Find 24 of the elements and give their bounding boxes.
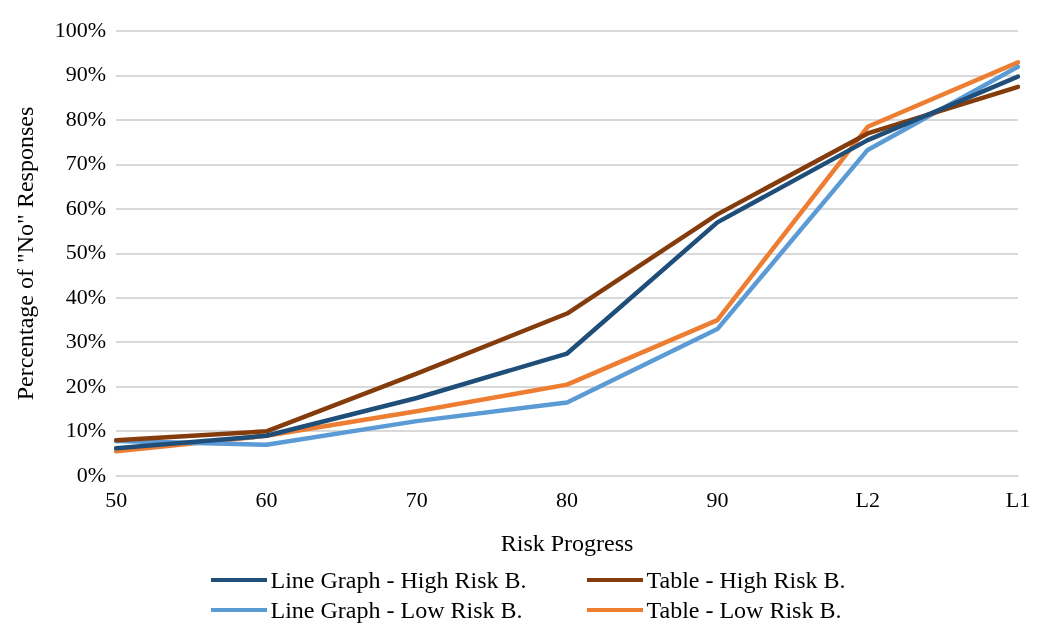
x-tick-label: 50 <box>105 486 128 512</box>
x-tick-label: 90 <box>706 486 729 512</box>
y-tick-label: 20% <box>65 372 107 398</box>
legend-label: Table - High Risk B. <box>646 566 846 595</box>
x-axis-title: Risk Progress <box>500 529 634 556</box>
x-tick-label: 70 <box>405 486 428 512</box>
y-tick-label: 30% <box>65 328 107 354</box>
y-tick-label: 10% <box>65 417 107 443</box>
legend-label: Table - Low Risk B. <box>646 596 842 625</box>
legend-label: Line Graph - High Risk B. <box>270 566 527 595</box>
x-tick-label: L2 <box>855 486 880 512</box>
y-tick-label: 0% <box>76 461 107 487</box>
x-tick-label: 80 <box>556 486 579 512</box>
y-tick-label: 80% <box>65 105 107 131</box>
y-tick-label: 100% <box>54 16 107 42</box>
y-tick-label: 90% <box>65 61 107 87</box>
y-tick-label: 70% <box>65 150 107 176</box>
y-axis-title: Percentage of "No" Responses <box>11 106 38 401</box>
y-tick-label: 50% <box>65 239 107 265</box>
x-tick-label: 60 <box>255 486 278 512</box>
legend-label: Line Graph - Low Risk B. <box>270 596 523 625</box>
y-tick-label: 60% <box>65 194 107 220</box>
y-tick-label: 40% <box>65 283 107 309</box>
x-tick-label: L1 <box>1005 486 1031 512</box>
